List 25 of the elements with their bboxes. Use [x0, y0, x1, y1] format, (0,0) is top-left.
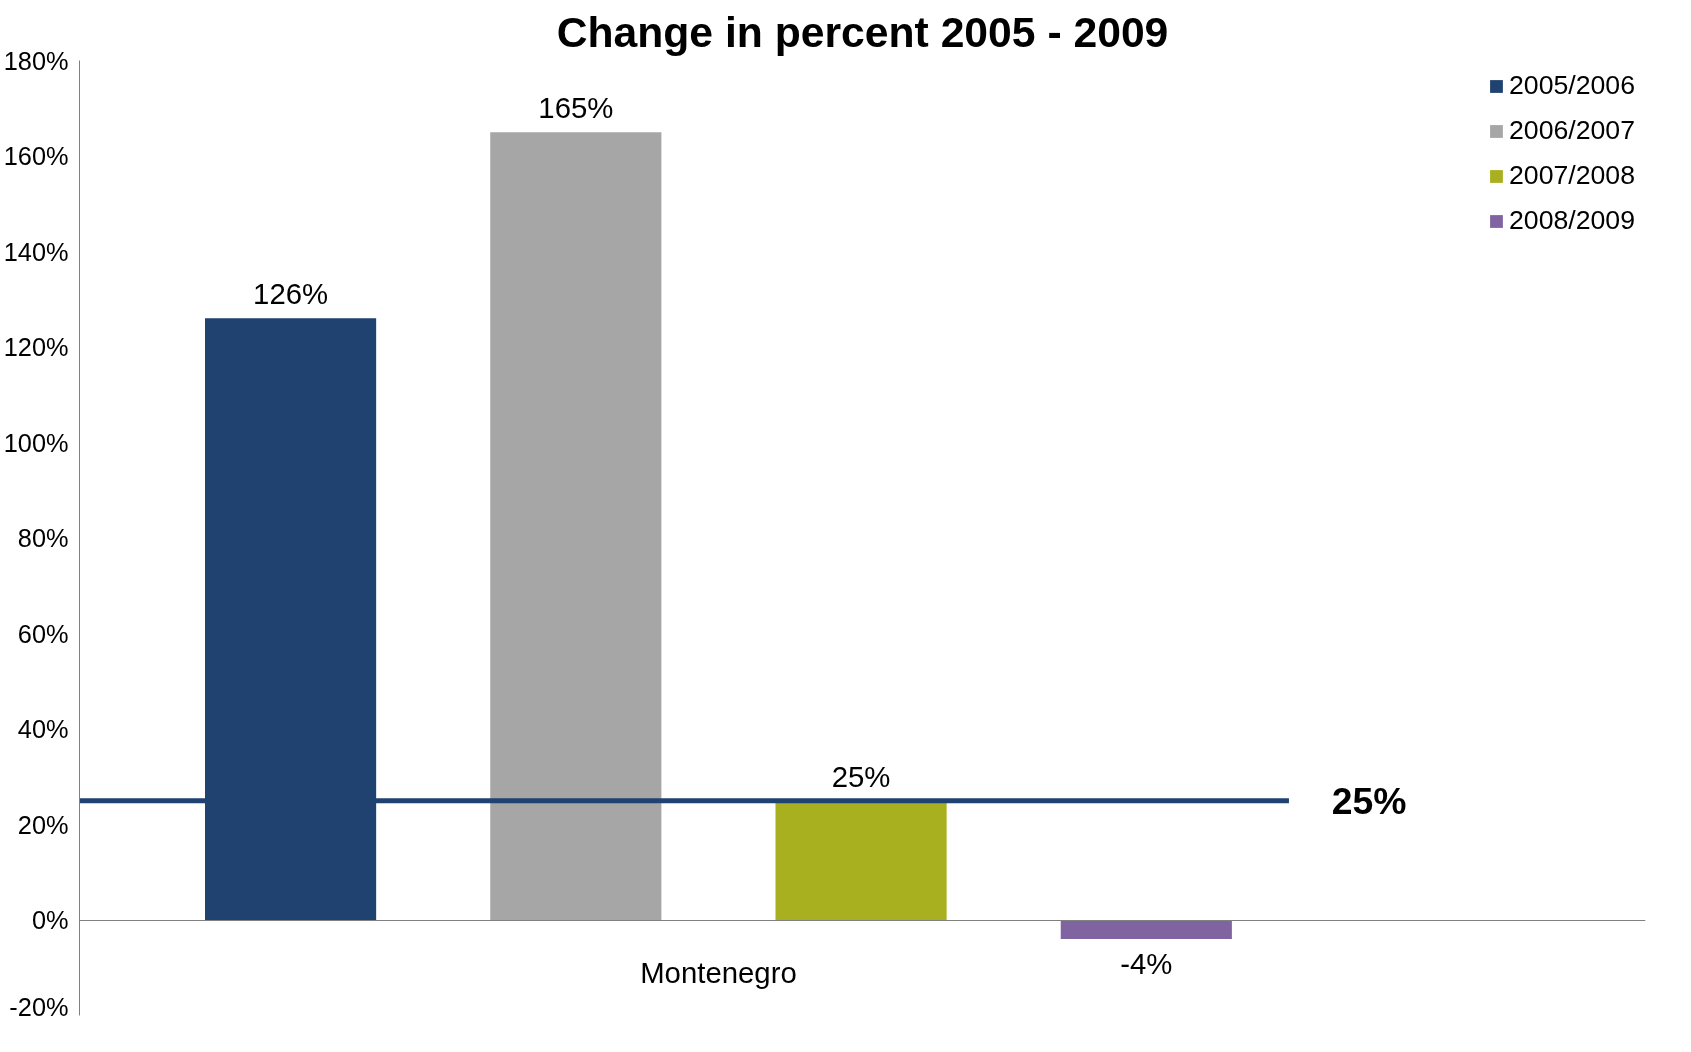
bar — [490, 132, 662, 920]
y-tick-label: 80% — [17, 524, 69, 552]
legend-label: 2007/2008 — [1508, 160, 1635, 191]
chart-title: Change in percent 2005 - 2009 — [556, 7, 1169, 56]
legend-label: 2008/2009 — [1508, 205, 1635, 236]
y-tick-label: 180% — [3, 46, 69, 75]
data-label: 126% — [253, 277, 329, 311]
data-label: -4% — [1120, 947, 1173, 981]
y-tick-label: 60% — [17, 619, 69, 648]
data-label: 165% — [538, 91, 614, 125]
data-label: 25% — [831, 759, 891, 793]
legend-label: 2006/2007 — [1508, 115, 1635, 146]
y-tick-label: 0% — [31, 906, 69, 934]
x-tick-label: Montenegro — [640, 956, 797, 989]
bar — [1060, 920, 1232, 940]
y-tick-label: 40% — [17, 715, 69, 743]
y-tick-label: 100% — [3, 428, 69, 457]
y-tick-label: 140% — [3, 237, 69, 266]
y-tick-label: 160% — [3, 142, 69, 170]
ref-line-label: 25% — [1331, 779, 1407, 822]
y-tick-label: 120% — [3, 333, 69, 361]
y-tick-label: -20% — [9, 992, 69, 1021]
y-tick-label: 20% — [17, 810, 69, 839]
bar — [775, 800, 947, 920]
legend-label: 2005/2006 — [1508, 70, 1635, 101]
